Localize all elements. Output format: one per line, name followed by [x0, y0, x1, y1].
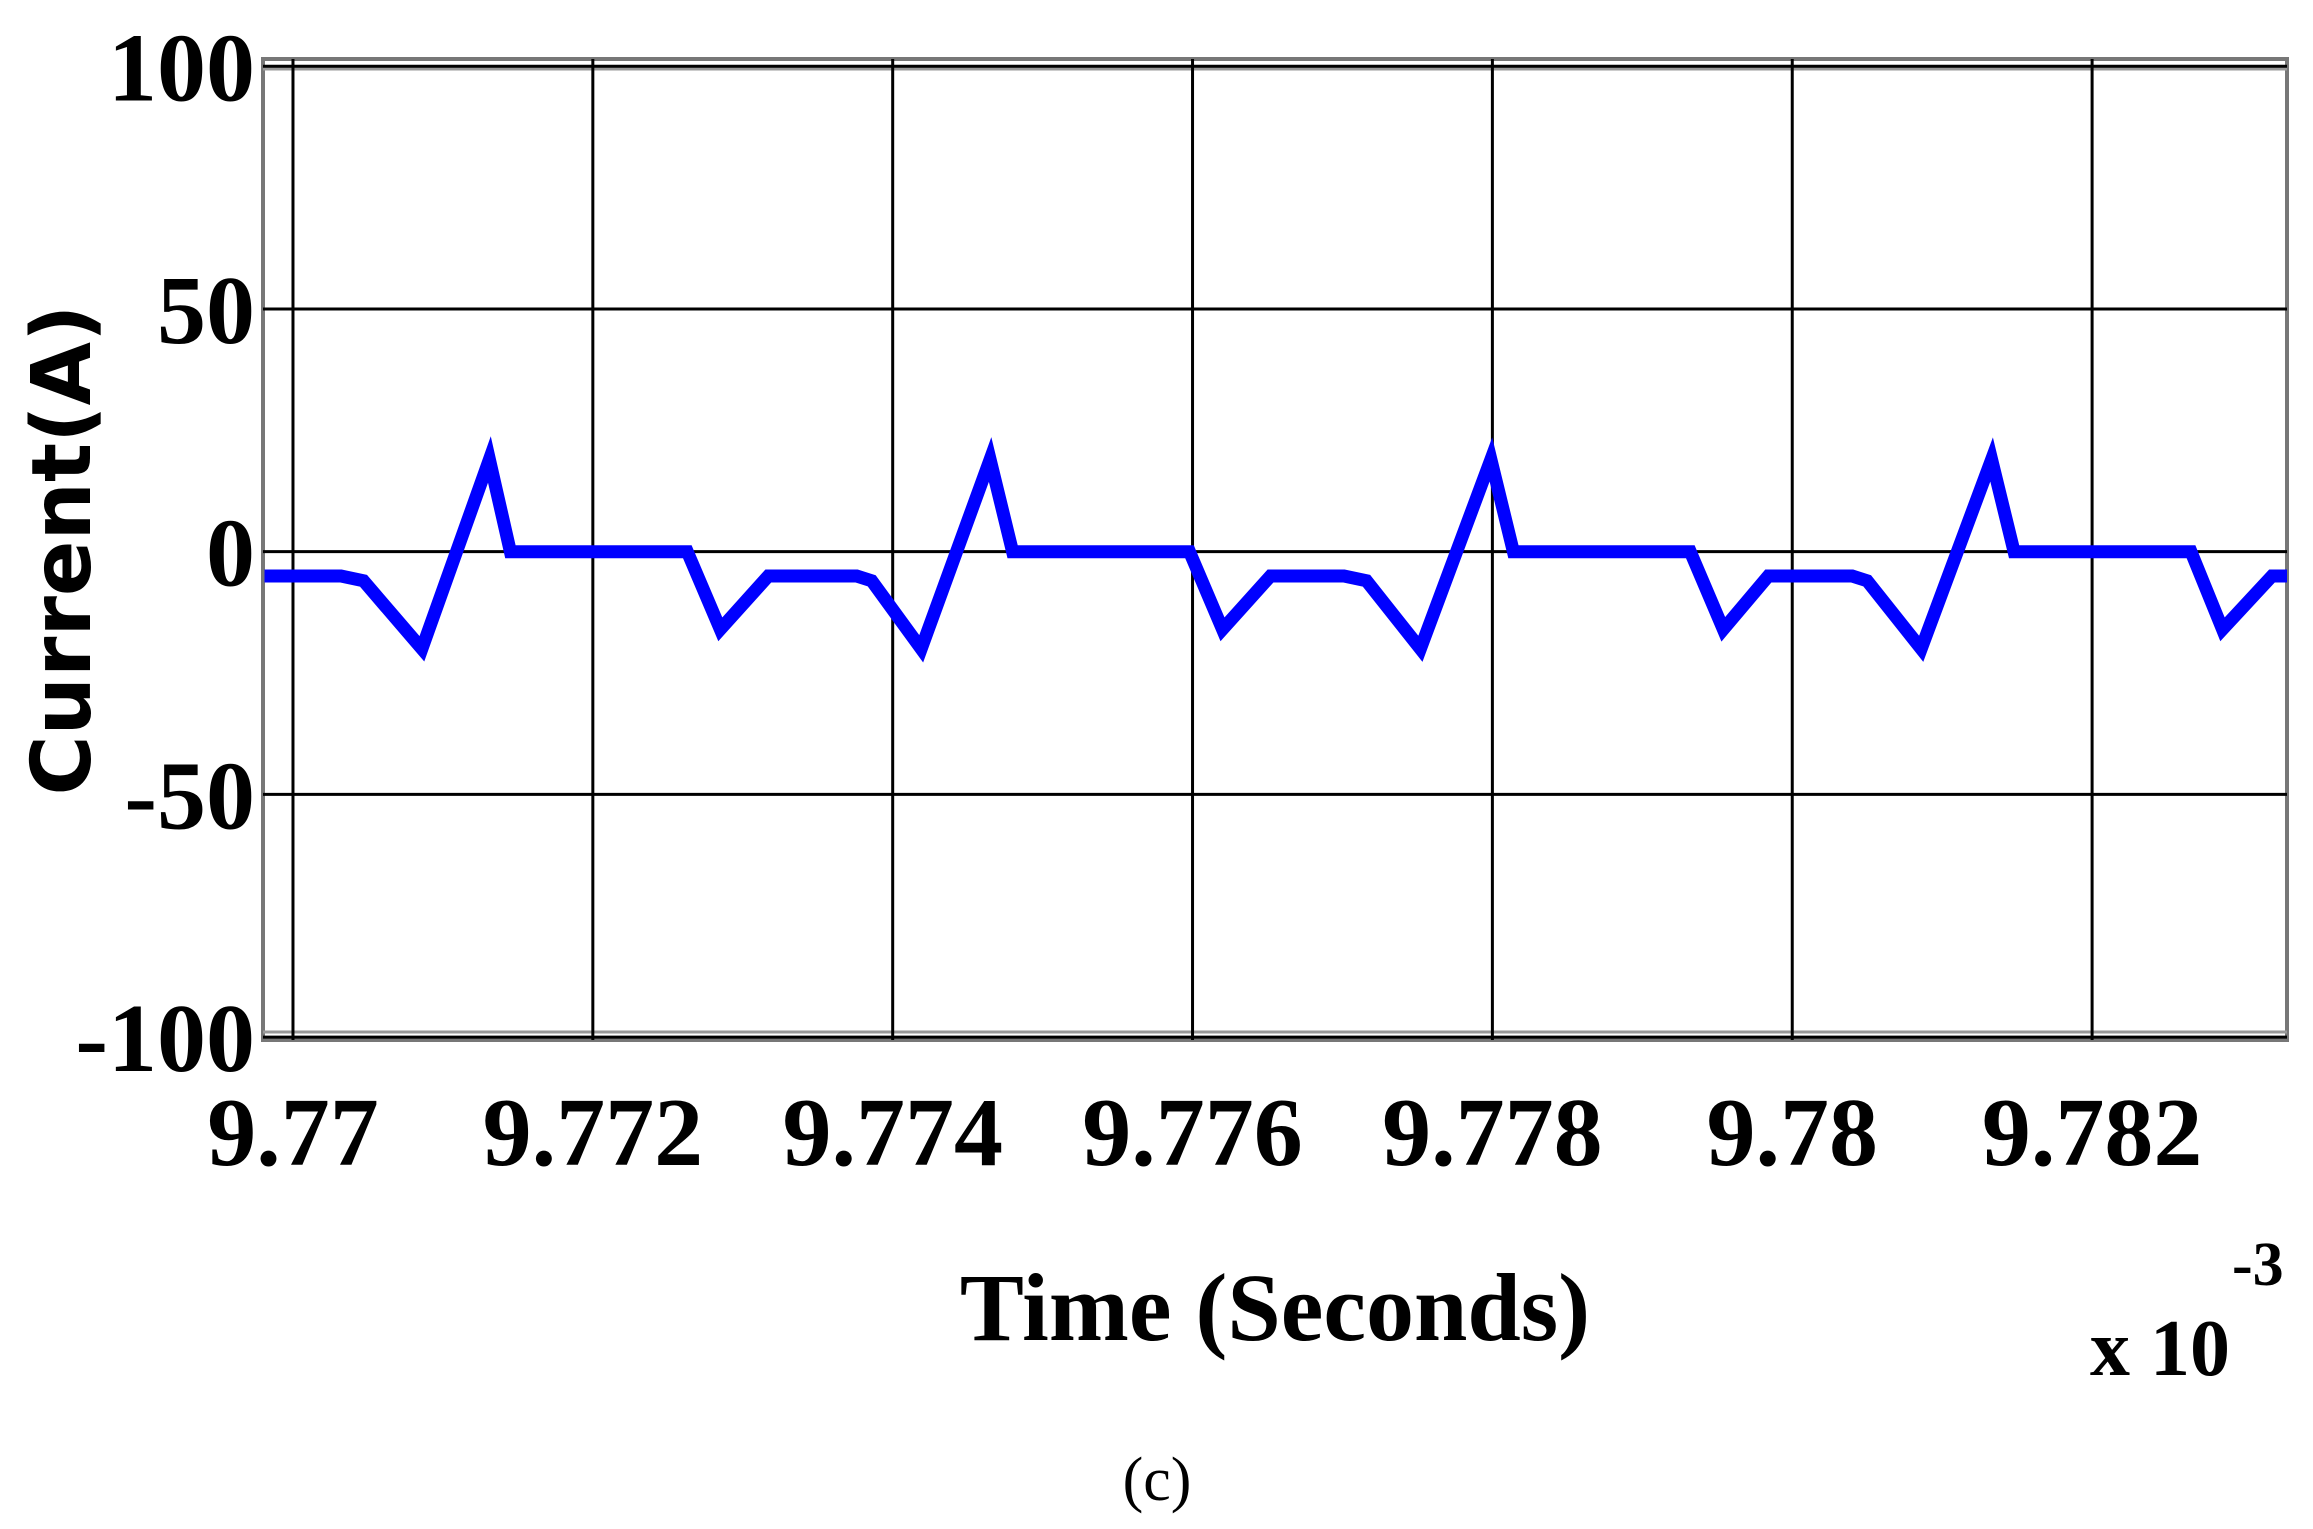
y-tick-label: 0	[206, 500, 255, 608]
y-tick-label: -100	[75, 985, 255, 1093]
caption: (c)	[1123, 1446, 1192, 1514]
x-tick-label: 9.77	[207, 1079, 379, 1187]
x-tick-label: 9.78	[1706, 1079, 1878, 1187]
x-tick-label: 9.774	[782, 1079, 1003, 1187]
x-tick-label: 9.776	[1082, 1079, 1303, 1187]
x-axis-label: Time (Seconds)	[960, 1254, 1590, 1361]
x-multiplier: x 10	[2090, 1305, 2230, 1393]
x-tick-label: 9.772	[483, 1079, 704, 1187]
x-tick-label: 9.778	[1382, 1079, 1603, 1187]
y-axis-label: Current(A)	[15, 304, 110, 795]
data-line	[264, 436, 2287, 663]
y-tick-label: 100	[108, 14, 255, 122]
y-tick-label: 50	[157, 257, 255, 365]
x-multiplier-exponent: -3	[2232, 1231, 2284, 1299]
x-tick-label: 9.782	[1982, 1079, 2203, 1187]
y-tick-label: -50	[124, 742, 255, 850]
